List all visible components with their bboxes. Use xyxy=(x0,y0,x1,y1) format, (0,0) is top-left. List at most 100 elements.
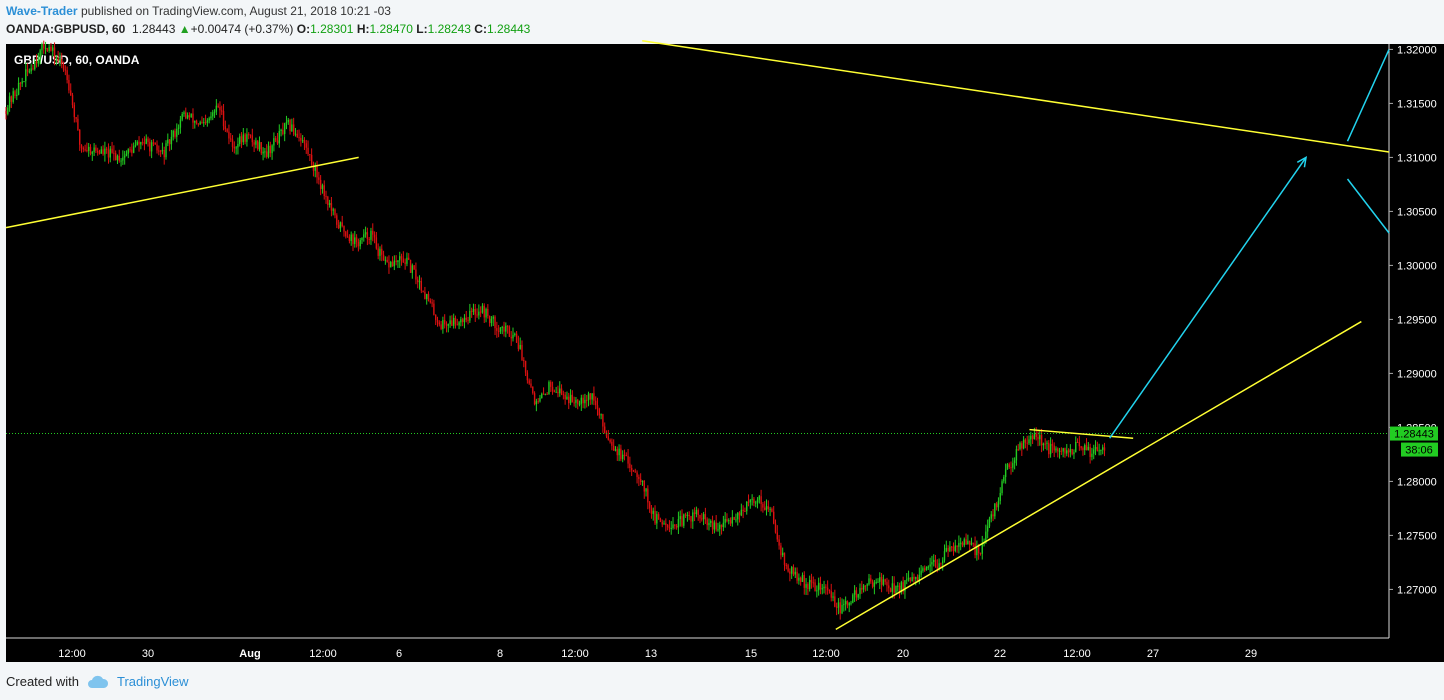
candle-body xyxy=(541,393,543,399)
candle-body xyxy=(785,564,787,566)
candle-body xyxy=(224,126,227,130)
candle-body xyxy=(88,146,90,151)
candle-body xyxy=(1035,433,1037,437)
candle-body xyxy=(80,144,83,149)
candle-body xyxy=(645,488,647,492)
candle-body xyxy=(1071,448,1073,455)
candle-body xyxy=(129,149,131,151)
candle-body xyxy=(222,111,225,127)
candle-body xyxy=(57,58,59,61)
candle-body xyxy=(337,224,340,229)
candle-body xyxy=(677,519,680,528)
candle-body xyxy=(787,565,789,572)
candle-body xyxy=(12,91,14,102)
candle-body xyxy=(817,582,820,591)
candle-body xyxy=(665,523,667,526)
candle-body xyxy=(819,582,822,590)
candle-body xyxy=(172,130,174,137)
candle-body xyxy=(774,523,777,533)
candle-body xyxy=(983,543,985,545)
candle-body xyxy=(5,110,7,114)
last-price-tag-label: 1.28443 xyxy=(1394,429,1434,441)
candle-body xyxy=(174,130,176,137)
candle-body xyxy=(296,133,298,138)
candle-body xyxy=(737,512,739,520)
price-chart[interactable]: GBP/USD, 60, OANDA 1.32000 1.31500 1.31000… xyxy=(0,40,1444,662)
candle-body xyxy=(524,360,527,373)
candle-body xyxy=(999,493,1001,501)
countdown-tag xyxy=(1401,442,1438,457)
candle-body xyxy=(237,143,239,148)
candle-body xyxy=(803,575,805,588)
candle-body xyxy=(746,501,748,512)
candle-body xyxy=(893,583,895,593)
candle-body xyxy=(167,139,169,144)
candle-body xyxy=(233,146,236,149)
candle-body xyxy=(131,149,133,153)
candle-body xyxy=(168,139,171,145)
candle-body xyxy=(535,401,538,405)
y-tick-label: 1.30500 xyxy=(1397,206,1437,218)
time-axis[interactable] xyxy=(6,638,1444,662)
candle-body xyxy=(519,344,521,349)
candle-body xyxy=(657,514,660,520)
price-axis[interactable] xyxy=(1389,44,1444,638)
candle-body xyxy=(44,48,47,50)
candle-body xyxy=(276,140,279,144)
candle-body xyxy=(722,522,725,528)
candle-body xyxy=(50,46,52,51)
candle-body xyxy=(195,120,198,124)
tradingview-link[interactable]: TradingView xyxy=(116,674,189,689)
candle-body xyxy=(215,105,218,112)
candle-body xyxy=(639,478,642,482)
candle-body xyxy=(481,305,484,313)
candle-body xyxy=(575,399,577,403)
candle-body xyxy=(96,150,99,153)
candle-body xyxy=(357,241,360,247)
trendline xyxy=(642,40,1390,153)
candle-body xyxy=(152,142,155,144)
candle-body xyxy=(14,91,16,96)
candle-body xyxy=(120,160,122,162)
candle-body xyxy=(621,454,624,460)
candle-body xyxy=(837,602,840,608)
candle-body xyxy=(485,308,487,318)
candle-body xyxy=(880,577,883,585)
candle-body xyxy=(738,512,741,516)
candle-body xyxy=(891,583,894,592)
time-axis-labels: 12:00 30 Aug 12:00 6 8 12:00 13 15 12:00 20 22 12:00… xyxy=(58,648,1257,660)
candle-body xyxy=(981,543,983,554)
plot-area[interactable] xyxy=(6,44,1389,638)
candle-body xyxy=(231,139,234,147)
candle-body xyxy=(848,603,850,606)
candle-body xyxy=(889,588,892,592)
candle-body xyxy=(1001,481,1003,494)
candle-body xyxy=(309,154,311,156)
candle-body xyxy=(395,260,397,263)
candle-body xyxy=(150,142,153,152)
candle-body xyxy=(841,604,843,614)
candle-body xyxy=(823,586,825,589)
candle-body xyxy=(285,121,288,124)
candle-body xyxy=(632,470,635,472)
candle-body xyxy=(210,116,212,119)
author-link[interactable]: Wave-Trader xyxy=(6,4,78,18)
candle-body xyxy=(341,222,343,227)
x-tick-label: 6 xyxy=(396,648,402,660)
candle-body xyxy=(339,222,342,229)
y-tick-label: 1.32000 xyxy=(1397,44,1437,56)
candle-body xyxy=(758,496,761,500)
candle-body xyxy=(765,506,768,510)
candle-body xyxy=(451,320,453,326)
candle-body xyxy=(235,147,237,149)
candle-body xyxy=(41,43,43,51)
candle-body xyxy=(84,149,86,151)
candle-body xyxy=(656,514,658,524)
symbol-label: OANDA:GBPUSD, 60 xyxy=(6,22,126,36)
x-tick-label: 20 xyxy=(897,648,909,660)
candle-body xyxy=(674,524,676,526)
candle-body xyxy=(361,237,363,241)
candle-body xyxy=(1019,443,1021,450)
candle-body xyxy=(726,519,728,522)
candle-body xyxy=(825,586,827,588)
